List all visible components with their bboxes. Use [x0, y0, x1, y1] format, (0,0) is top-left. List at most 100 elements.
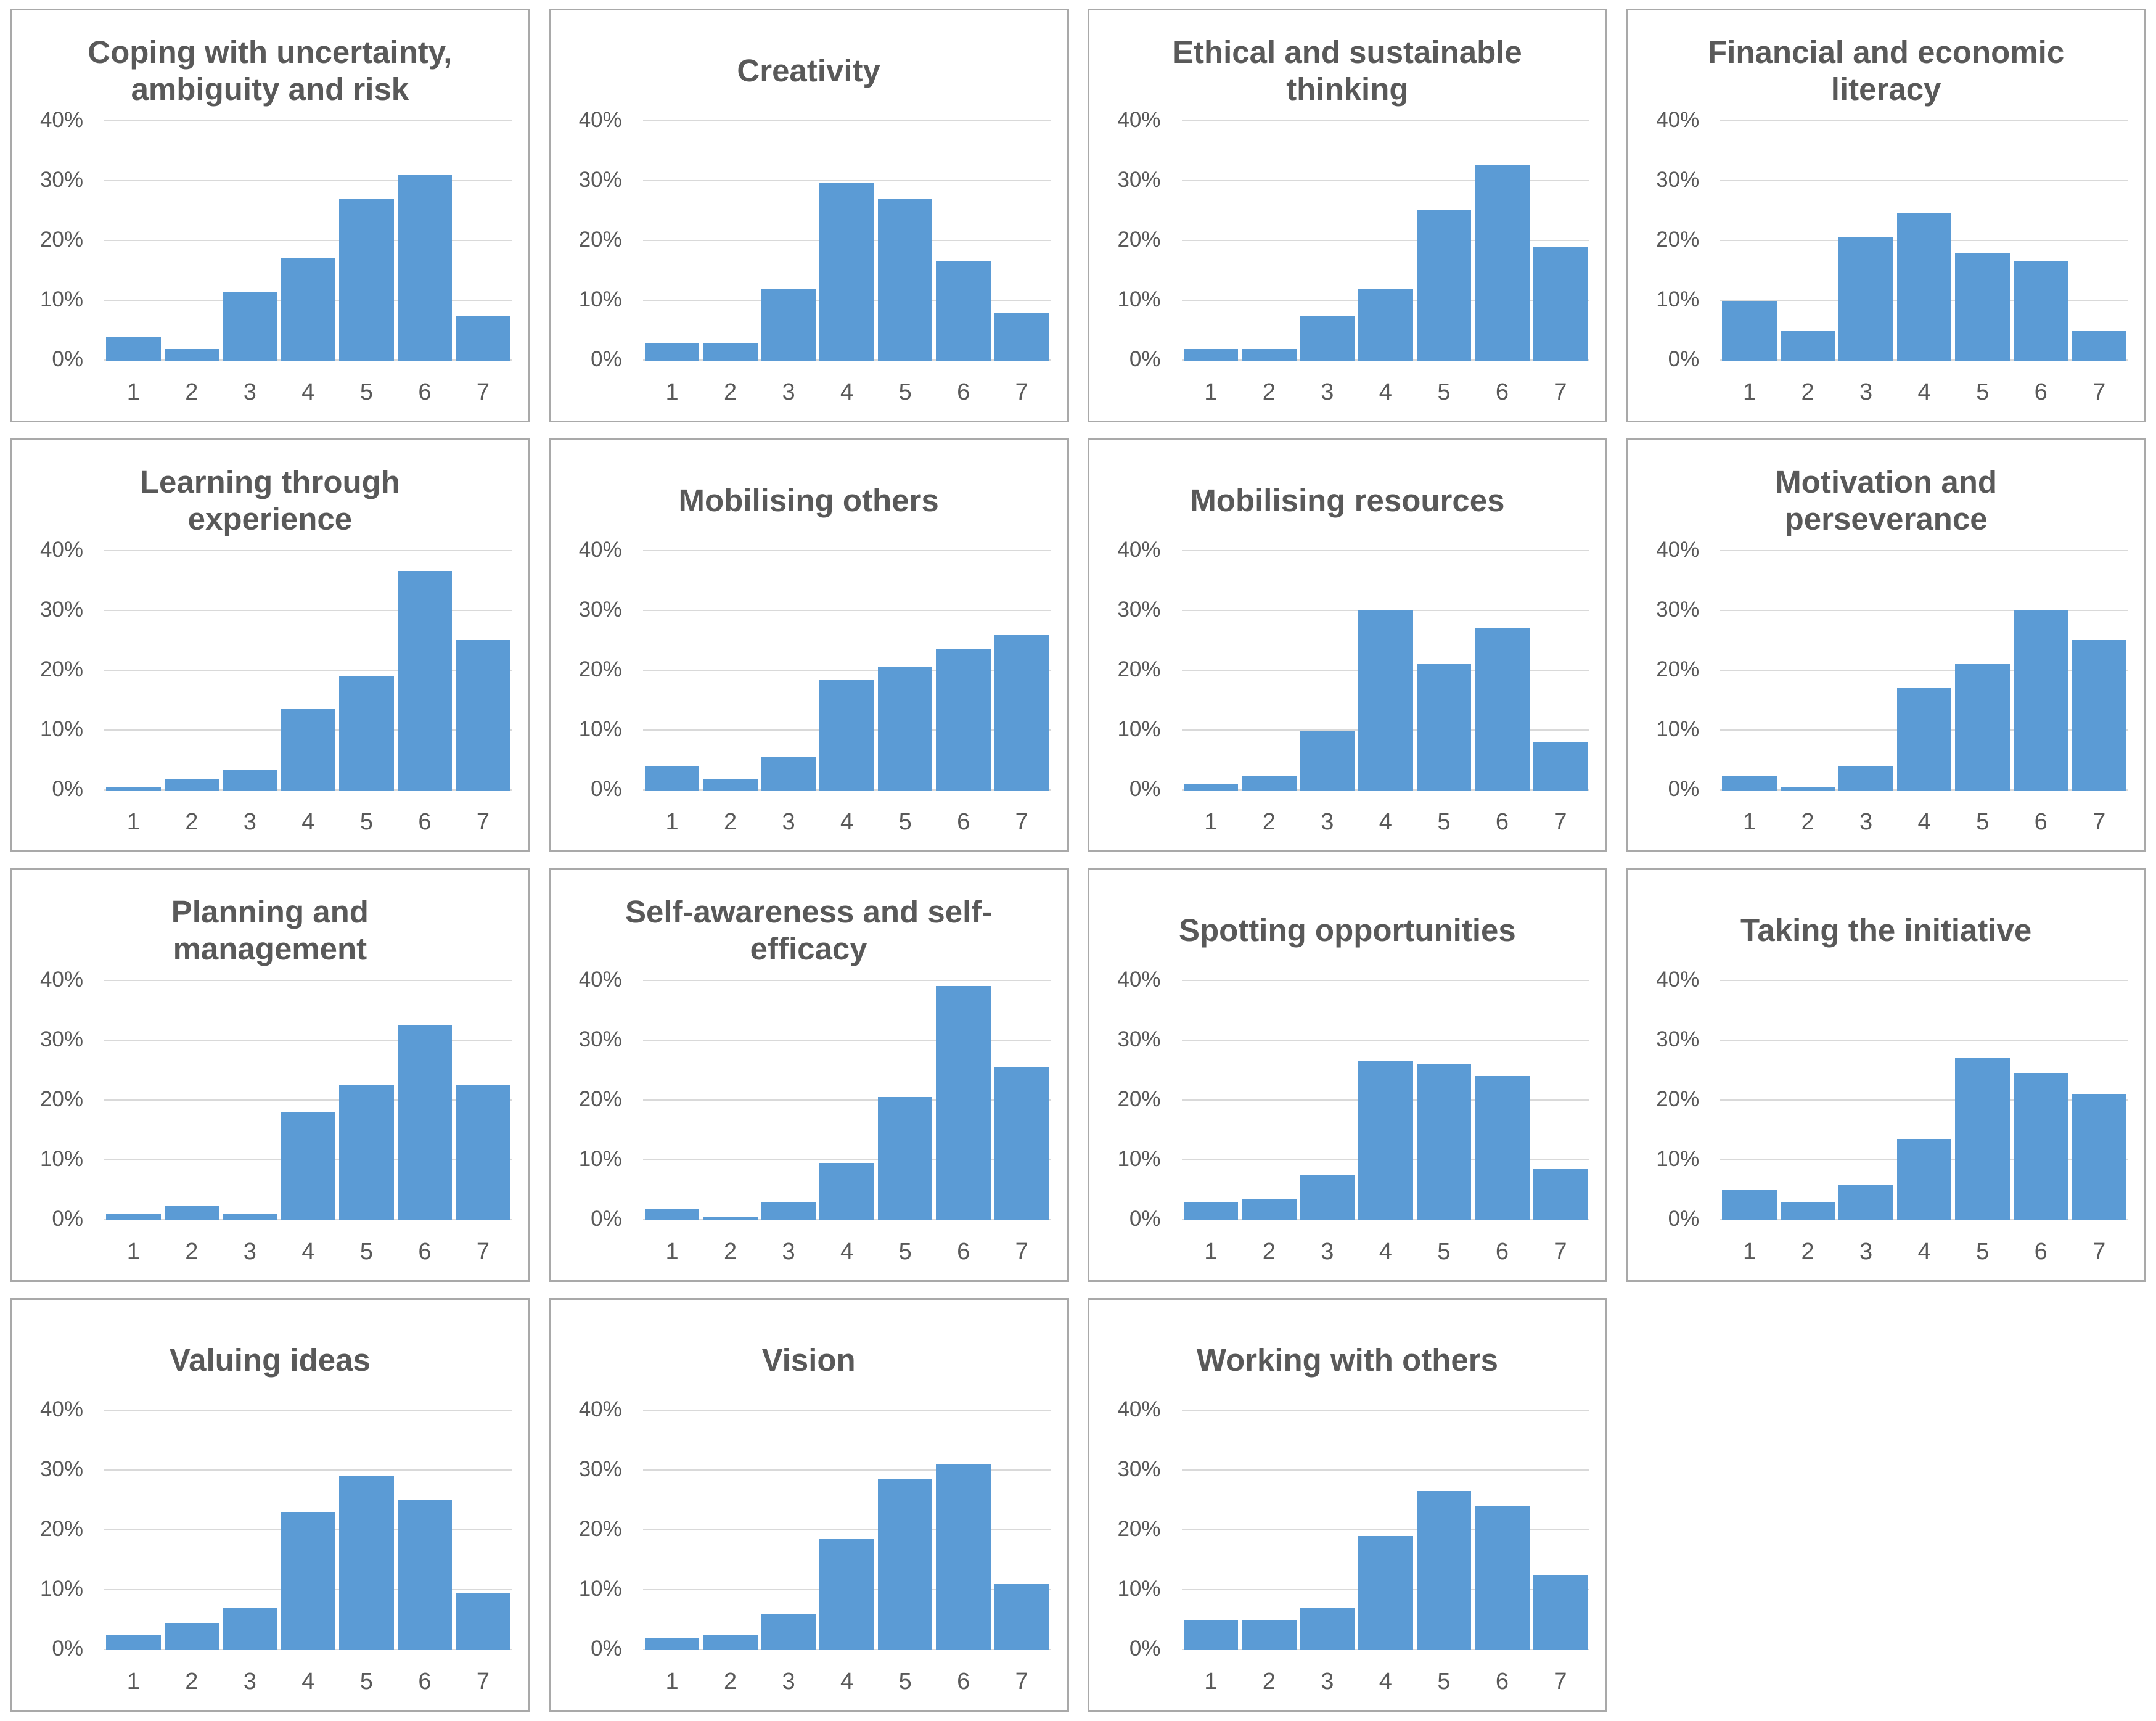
bar-slot: [701, 980, 760, 1220]
x-axis-labels: 1 2 3 4 5 6 7: [104, 809, 512, 836]
bar: [397, 174, 453, 361]
bar-slot: [643, 1410, 702, 1650]
gridline: [1720, 980, 2128, 981]
x-tick-label: 3: [1859, 379, 1873, 405]
bar: [1955, 1058, 2010, 1220]
x-tick-label: 3: [782, 379, 795, 405]
y-tick-label: 0%: [1129, 1637, 1161, 1661]
bar: [994, 1583, 1049, 1650]
x-tick-label: 5: [1976, 1239, 1990, 1265]
bar-slot: [1473, 980, 1531, 1220]
x-tick-label: 7: [1015, 1239, 1028, 1265]
bar-slot: [1415, 1410, 1474, 1650]
x-tick-label: 5: [359, 1669, 373, 1694]
y-tick-label: 0%: [52, 777, 83, 801]
x-axis-labels: 1 2 3 4 5 6 7: [643, 1669, 1051, 1695]
bar-slot: [1240, 980, 1298, 1220]
x-axis-labels: 1 2 3 4 5 6 7: [643, 1239, 1051, 1265]
x-tick-label: 6: [957, 1669, 970, 1694]
bar: [1722, 1190, 1777, 1220]
bars: [104, 120, 512, 361]
bar: [1896, 688, 1952, 791]
bar-slot: [1415, 980, 1474, 1220]
bar-slot: [454, 1410, 512, 1650]
y-tick-label: 20%: [1117, 228, 1161, 252]
bar-slot: [1415, 120, 1474, 361]
x-tick-label: 6: [957, 379, 970, 405]
x-tick-label: 4: [1379, 1669, 1392, 1694]
bar-slot: [1240, 120, 1298, 361]
bar: [1242, 1199, 1297, 1220]
bar: [1183, 1202, 1239, 1220]
bar: [936, 1463, 991, 1650]
chart-panel: Planning and management 40% 30% 20% 10% 0% 1…: [10, 868, 530, 1282]
gridline: [642, 670, 1051, 671]
y-tick-label: 30%: [39, 598, 83, 622]
bar-slot: [337, 550, 396, 791]
y-tick-label: 20%: [1656, 657, 1700, 681]
bars: [104, 1410, 512, 1650]
plot-area: [104, 980, 512, 1222]
y-tick-label: 10%: [578, 1147, 622, 1171]
gridline: [104, 980, 512, 981]
gridline: [642, 1159, 1051, 1160]
bar-slot: [993, 1410, 1051, 1650]
gridline: [1181, 1410, 1590, 1411]
gridline: [1181, 1469, 1590, 1471]
x-tick-label: 6: [1495, 1239, 1509, 1265]
x-tick-label: 2: [1801, 1239, 1814, 1265]
x-tick-label: 5: [1437, 1239, 1451, 1265]
y-tick-label: 0%: [1129, 777, 1161, 801]
bar: [1358, 289, 1413, 361]
bar-slot: [454, 120, 512, 361]
y-tick-label: 30%: [1656, 168, 1700, 192]
x-tick-label: 7: [1554, 1239, 1567, 1265]
y-tick-label: 20%: [39, 657, 83, 681]
bar: [2013, 261, 2068, 361]
bar: [877, 1097, 933, 1220]
x-tick-label: 1: [126, 379, 140, 405]
bar: [164, 348, 219, 361]
bar: [164, 778, 219, 791]
bar-slot: [163, 980, 221, 1220]
y-axis-labels: 40% 30% 20% 10% 0%: [551, 967, 632, 1231]
chart-panel: Mobilising resources 40% 30% 20% 10% 0% 1 2 3 4…: [1087, 438, 1608, 852]
y-tick-label: 30%: [39, 168, 83, 192]
bar-slot: [1837, 120, 1895, 361]
y-tick-label: 20%: [39, 1087, 83, 1111]
bar: [164, 1623, 219, 1650]
chart-panel: Self-awareness and self- efficacy 40% 30%…: [548, 868, 1069, 1282]
bar-slot: [2070, 550, 2128, 791]
bar: [1475, 1076, 1530, 1220]
x-tick-label: 6: [2034, 1239, 2047, 1265]
plot-area: [1720, 120, 2128, 362]
y-tick-label: 0%: [1129, 347, 1161, 371]
bar: [761, 1614, 816, 1650]
bar: [1838, 766, 1893, 791]
bar: [339, 198, 394, 361]
x-tick-label: 4: [840, 809, 854, 835]
y-tick-label: 40%: [39, 967, 83, 992]
bar: [223, 1608, 277, 1650]
bar: [877, 667, 933, 791]
bar: [1183, 784, 1239, 791]
bar: [1533, 1169, 1588, 1220]
x-tick-label: 1: [1204, 379, 1218, 405]
gridline: [1181, 1529, 1590, 1530]
gridline: [104, 670, 512, 671]
x-tick-label: 1: [665, 1239, 679, 1265]
chart-title: Learning through experience: [139, 464, 400, 536]
x-tick-label: 7: [476, 809, 490, 835]
gridline: [1720, 550, 2128, 551]
x-tick-label: 3: [1859, 809, 1873, 835]
bar: [164, 1205, 219, 1220]
y-tick-label: 40%: [39, 108, 83, 132]
y-tick-label: 10%: [578, 717, 622, 741]
bars: [1182, 550, 1590, 791]
x-axis-labels: 1 2 3 4 5 6 7: [1182, 1669, 1590, 1695]
chart-title: Ethical and sustainable thinking: [1172, 34, 1522, 107]
y-tick-label: 30%: [1656, 598, 1700, 622]
y-tick-label: 20%: [1117, 1087, 1161, 1111]
x-tick-label: 4: [1379, 809, 1392, 835]
bar-slot: [396, 120, 454, 361]
